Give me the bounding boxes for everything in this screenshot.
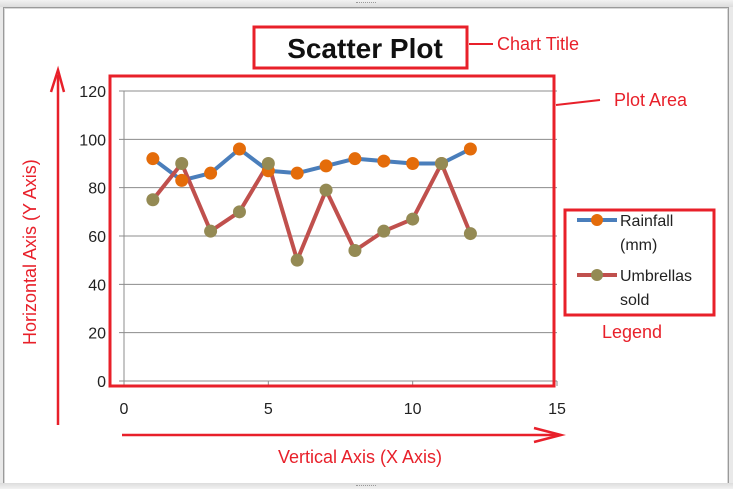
data-point[interactable] <box>319 159 333 173</box>
data-point[interactable] <box>406 157 420 170</box>
data-point[interactable] <box>319 183 333 197</box>
data-point[interactable] <box>406 212 420 226</box>
y-tick-label: 40 <box>88 277 106 294</box>
plot-area-pointer <box>555 99 601 106</box>
legend-item-umbrellas[interactable]: Umbrellas sold <box>577 268 692 309</box>
data-point[interactable] <box>232 205 246 219</box>
legend[interactable]: Rainfall (mm) Umbrellas sold <box>577 213 692 309</box>
y-arrow-head-icon <box>49 65 66 93</box>
umbrellas-marker-icon <box>591 269 603 281</box>
x-tick-label: 10 <box>404 401 422 418</box>
y-tick-label: 120 <box>79 84 106 101</box>
data-point[interactable] <box>261 157 275 170</box>
gridlines <box>119 90 558 386</box>
x-tick-label: 5 <box>264 401 273 418</box>
series-line-0 <box>151 147 472 183</box>
resize-grip-bottom[interactable] <box>356 485 376 489</box>
y-tick-label: 0 <box>97 374 106 391</box>
legend-label: sold <box>620 292 649 309</box>
data-point[interactable] <box>146 193 160 207</box>
plot-area-annotation: Plot Area <box>614 90 688 110</box>
y-axis-ticks: 0 20 40 60 80 100 120 <box>79 84 106 391</box>
frame-top-handle[interactable] <box>0 0 733 7</box>
data-point[interactable] <box>175 173 189 187</box>
data-point[interactable] <box>175 157 189 170</box>
data-point[interactable] <box>146 152 160 166</box>
x-axis-annotation: Vertical Axis (X Axis) <box>278 447 442 467</box>
data-point[interactable] <box>435 157 449 170</box>
legend-annotation: Legend <box>602 322 662 342</box>
data-point[interactable] <box>463 142 477 156</box>
data-point[interactable] <box>290 253 304 267</box>
rainfall-marker-icon <box>591 214 603 226</box>
data-point[interactable] <box>377 154 391 168</box>
plot-area-highlight <box>108 74 556 388</box>
resize-grip-top[interactable] <box>356 2 376 6</box>
frame-bottom-handle[interactable] <box>0 483 733 489</box>
data-point[interactable] <box>232 142 246 156</box>
legend-label: Umbrellas <box>620 268 692 285</box>
legend-highlight <box>563 208 716 317</box>
x-axis-ticks: 0 5 10 15 <box>120 401 566 418</box>
data-point[interactable] <box>204 224 218 238</box>
legend-item-rainfall[interactable]: Rainfall (mm) <box>577 213 673 254</box>
data-point[interactable] <box>463 227 477 241</box>
legend-label: Rainfall <box>620 213 673 230</box>
legend-label: (mm) <box>620 237 657 254</box>
chart-title-highlight <box>252 25 469 70</box>
y-axis-annotation: Horizontal Axis (Y Axis) <box>20 159 40 345</box>
y-tick-label: 80 <box>88 181 106 198</box>
data-series <box>146 142 477 267</box>
series-line-1 <box>151 161 473 263</box>
chart-title-annotation: Chart Title <box>497 34 579 54</box>
x-tick-label: 0 <box>120 401 129 418</box>
data-point[interactable] <box>348 244 362 257</box>
y-tick-label: 20 <box>88 326 106 343</box>
data-point[interactable] <box>204 166 218 180</box>
data-point[interactable] <box>348 152 362 166</box>
x-tick-label: 15 <box>548 401 566 418</box>
y-tick-label: 100 <box>79 132 106 149</box>
x-arrow-head-icon <box>533 426 566 444</box>
data-point[interactable] <box>290 166 304 180</box>
chart-title: Scatter Plot <box>287 33 443 64</box>
y-tick-label: 60 <box>88 229 106 246</box>
data-point[interactable] <box>377 224 391 238</box>
